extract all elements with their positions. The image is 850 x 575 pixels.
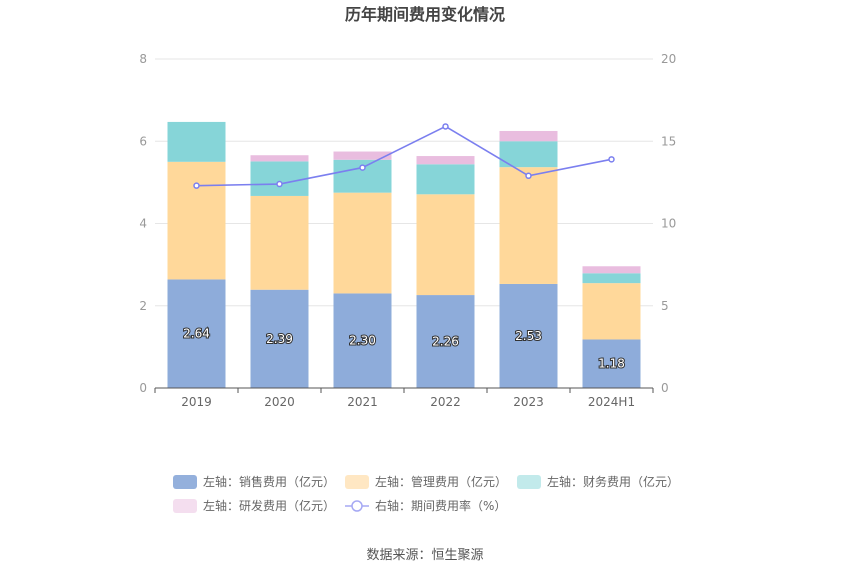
y-right-tick-label: 15 [661,134,676,148]
rate-line-point [359,164,366,171]
rate-line-point [525,172,532,180]
legend-item[interactable]: 左轴：销售费用（亿元） [173,474,335,489]
x-tick-label: 2021 [347,395,378,409]
bar-segment [167,279,226,388]
bar-data-label: 2.39 [266,332,293,346]
bar-segment [250,155,309,162]
bar-segment [499,283,558,388]
bar-segment [333,151,392,160]
legend-label: 左轴：财务费用（亿元） [547,474,679,489]
bar-segment [167,161,226,280]
legend-label: 左轴：管理费用（亿元） [375,474,507,489]
rate-line-path [196,125,612,187]
source-note: 数据来源：恒生聚源 [366,548,483,563]
y-right-tick-label: 5 [661,299,669,313]
x-tick-label: 2020 [264,395,295,409]
bar-data-label: 2.53 [515,329,542,343]
y-right-tick-label: 20 [661,52,676,66]
bar-data-label: 2.64 [183,327,210,341]
legend-line-marker [351,500,363,512]
y-left-tick-label: 0 [139,381,147,395]
rate-line [193,123,615,189]
bar-segment [582,339,641,388]
y-left-tick-label: 2 [139,299,147,313]
y-axis-left: 0 2 4 6 8 [139,52,147,395]
y-right-tick-label: 10 [661,217,676,231]
bar-segment [416,164,475,195]
bar-segment [499,141,558,168]
legend-label: 左轴：研发费用（亿元） [203,498,335,513]
chart-title: 历年期间费用变化情况 [345,5,505,24]
bar-data-label: 2.30 [349,334,376,348]
rate-line-point [442,123,449,130]
y-left-tick-label: 4 [139,217,147,231]
bar-segment [416,194,475,296]
legend[interactable]: 左轴：销售费用（亿元） 左轴：管理费用（亿元） 左轴：财务费用（亿元） 左轴：研发费用… [173,474,679,513]
rate-line-point [276,180,283,188]
x-tick-label: 2023 [513,395,544,409]
bar-data-label: 2.26 [432,335,459,349]
bar-segment [250,289,309,388]
legend-swatch [345,475,369,489]
bar-segment [416,156,475,165]
rate-line-point [608,156,615,163]
legend-label: 左轴：销售费用（亿元） [203,474,335,489]
y-right-tick-label: 0 [661,381,669,395]
bar-segment [499,167,558,284]
legend-item[interactable]: 左轴：研发费用（亿元） [173,498,335,513]
y-axis-right: 0 5 10 15 20 [661,52,676,395]
bar-segment [582,266,641,274]
x-tick-label: 2024H1 [588,395,635,409]
y-left-tick-label: 6 [139,134,147,148]
bar-segment [416,295,475,388]
bar-segment [250,195,309,290]
bar-segment [167,121,226,162]
legend-swatch [173,499,197,513]
y-left-tick-label: 8 [139,52,147,66]
bar-segment [582,283,641,340]
legend-item[interactable]: 左轴：管理费用（亿元） [345,474,507,489]
grid [155,58,653,307]
legend-item[interactable]: 右轴：期间费用率（%） [345,498,506,513]
data-labels: 2.64 2.39 2.30 2.26 2.53 1.18 [182,326,626,372]
x-axis: 2019 2020 2021 2022 2023 2024H1 [154,387,654,409]
bars [167,121,641,388]
bar-segment [250,161,309,196]
legend-item[interactable]: 左轴：财务费用（亿元） [517,474,679,489]
bar-segment [499,130,558,142]
bar-segment [582,273,641,284]
legend-swatch [173,475,197,489]
rate-line-point [193,182,200,189]
bar-segment [333,192,392,294]
x-tick-label: 2022 [430,395,461,409]
legend-swatch [517,475,541,489]
x-tick-label: 2019 [181,395,212,409]
bar-data-label: 1.18 [598,357,625,371]
bar-segment [333,293,392,388]
legend-label: 右轴：期间费用率（%） [375,498,506,513]
